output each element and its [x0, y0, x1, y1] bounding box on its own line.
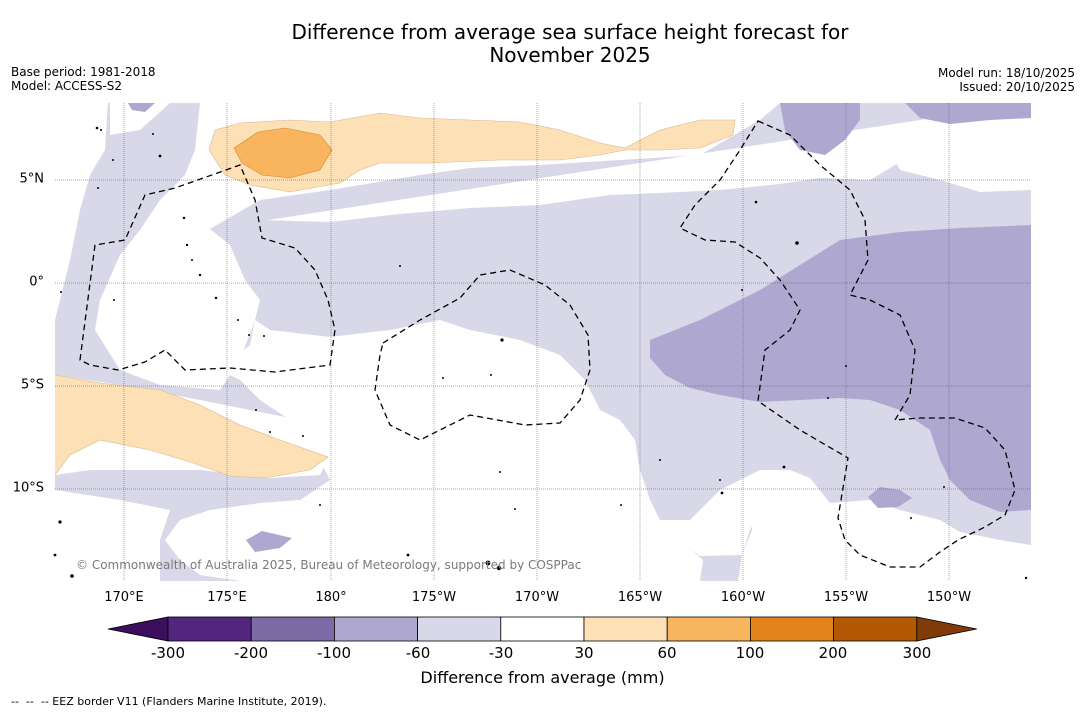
anomaly-region-light-orange — [55, 375, 328, 478]
neutral-region — [888, 123, 1031, 192]
model-run: Model run: 18/10/2025 — [937, 66, 1075, 80]
title-line-2: November 2025 — [489, 43, 651, 67]
anomaly-region-medium-purple — [868, 487, 912, 508]
y-tick-label: 10°S — [12, 480, 44, 496]
y-tick-label: 5°S — [20, 377, 44, 393]
anomaly-fields — [55, 103, 1031, 581]
copyright-notice: © Commonwealth of Australia 2025, Bureau… — [76, 558, 582, 572]
colorbar-tick: -300 — [150, 644, 186, 662]
model-name: Model: ACCESS-S2 — [11, 79, 123, 93]
anomaly-region-medium-purple — [246, 531, 292, 552]
x-tick-label: 170°W — [514, 590, 560, 605]
meta-right: Model run: 18/10/2025 Issued: 20/10/2025 — [938, 66, 1075, 94]
colorbar-segment — [333, 616, 418, 642]
colorbar-segment — [583, 616, 668, 642]
anomaly-region-medium-purple — [128, 103, 155, 112]
graticule — [55, 103, 1031, 581]
x-tick-label: 155°W — [823, 590, 869, 605]
islands — [53, 126, 1028, 580]
x-tick-label: 165°W — [617, 590, 663, 605]
x-tick-label: 175°W — [411, 590, 457, 605]
y-tick-label: 0° — [29, 274, 44, 290]
anomaly-region-medium-purple — [905, 103, 1031, 124]
x-tick-label: 160°W — [720, 590, 766, 605]
colorbar-segment — [250, 616, 335, 642]
anomaly-region-medium-purple — [780, 103, 860, 155]
colorbar-tick: 60 — [657, 644, 677, 662]
x-tick-label: 150°W — [926, 590, 972, 605]
base-period: Base period: 1981-2018 — [11, 65, 156, 79]
anomaly-region-medium-purple — [650, 225, 1031, 512]
x-tick-label: 175°E — [207, 590, 247, 605]
title-line-1: Difference from average sea surface heig… — [291, 20, 849, 44]
eez-footnote: -- -- -- EEZ border V11 (Flanders Marine… — [11, 695, 327, 708]
colorbar-tick: 100 — [735, 644, 765, 662]
map-title: Difference from average sea surface heig… — [0, 21, 1085, 67]
colorbar-tick: -200 — [233, 644, 269, 662]
eez-borders — [79, 120, 1016, 568]
colorbar-tick: 200 — [818, 644, 848, 662]
colorbar-segment — [750, 616, 835, 642]
colorbar-tick: 300 — [902, 644, 932, 662]
y-tick-label: 5°N — [19, 171, 45, 187]
neutral-region — [220, 320, 830, 581]
x-tick-label: 170°E — [104, 590, 144, 605]
colorbar-label: Difference from average (mm) — [420, 668, 665, 687]
colorbar-segment — [167, 616, 252, 642]
colorbar-tick: -100 — [316, 644, 352, 662]
x-tick-label: 180° — [315, 590, 347, 605]
colorbar-segment — [666, 616, 751, 642]
colorbar-segment — [833, 616, 918, 642]
colorbar-tick: -60 — [405, 644, 431, 662]
neutral-region — [55, 490, 170, 581]
colorbar-segment — [500, 616, 585, 642]
meta-left: Base period: 1981-2018 Model: ACCESS-S2 — [11, 65, 156, 93]
neutral-region — [55, 103, 108, 320]
colorbar-extend-high — [916, 616, 977, 642]
colorbar-tick: 30 — [574, 644, 594, 662]
issued-date: Issued: 20/10/2025 — [959, 80, 1075, 94]
anomaly-region-light-orange — [209, 113, 735, 192]
colorbar-tick: -30 — [488, 644, 514, 662]
colorbar-extend-low — [107, 616, 169, 642]
colorbar-segment — [417, 616, 502, 642]
anomaly-region-orange — [234, 128, 332, 178]
